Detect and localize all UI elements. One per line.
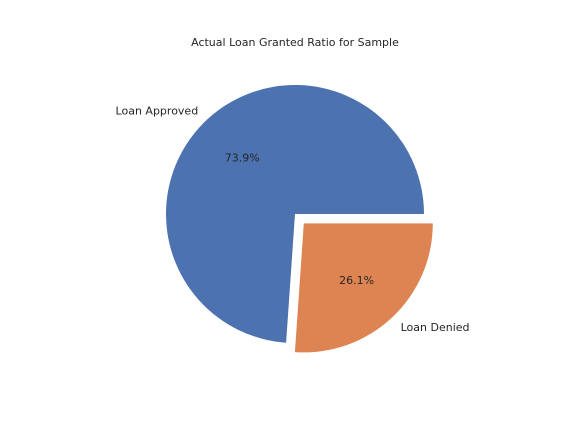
slice-percent-1: 26.1% bbox=[339, 274, 374, 287]
pie-slice-loan-denied bbox=[294, 223, 433, 353]
pie-slice-loan-approved bbox=[166, 85, 425, 343]
pie-slices bbox=[166, 85, 433, 353]
slice-label-0: Loan Approved bbox=[116, 104, 199, 117]
chart-title: Actual Loan Granted Ratio for Sample bbox=[191, 36, 399, 49]
slice-label-1: Loan Denied bbox=[401, 321, 470, 334]
pie-labels: Loan Approved 73.9% Loan Denied 26.1% bbox=[116, 104, 470, 334]
slice-percent-0: 73.9% bbox=[225, 151, 260, 164]
